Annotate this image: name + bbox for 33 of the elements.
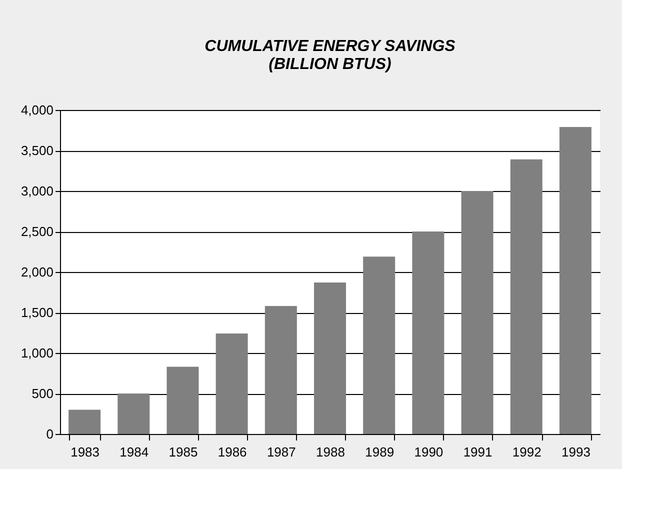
- x-tick-label: 1986: [218, 444, 247, 460]
- x-tick-label: 1988: [316, 444, 345, 460]
- bar: [68, 410, 101, 434]
- x-tick-label: 1985: [168, 444, 198, 460]
- y-tick-label: 4,000: [20, 102, 54, 118]
- x-tick-label: 1992: [512, 444, 542, 460]
- x-tick-label: 1990: [414, 444, 444, 460]
- y-tick-label: 3,500: [20, 143, 54, 158]
- x-tick-label: 1983: [70, 444, 100, 460]
- text: CUMULATIVE ENERGY SAVINGS: [204, 38, 456, 55]
- y-tick-label: 0: [46, 426, 54, 442]
- bar: [118, 394, 150, 434]
- bar: [461, 191, 494, 434]
- bar: [264, 306, 297, 434]
- x-tick-label: 1989: [365, 444, 394, 460]
- x-tick-label: 1993: [561, 444, 590, 460]
- y-tick-label: 3,000: [20, 184, 54, 198]
- x-tick-label: 1987: [266, 444, 296, 460]
- x-tick-label: 1984: [120, 444, 149, 460]
- bar: [412, 232, 444, 434]
- bar: [166, 366, 199, 434]
- bar: [363, 256, 396, 434]
- y-tick-label: 2,000: [20, 264, 54, 280]
- x-tick-label: 1991: [463, 444, 492, 460]
- y-tick-label: 1,500: [20, 305, 54, 320]
- text: (BILLION BTUS): [268, 56, 392, 73]
- y-tick-label: 1,000: [20, 346, 54, 360]
- y-tick-label: 500: [32, 386, 54, 401]
- bar: [510, 159, 542, 434]
- bar: [216, 334, 248, 434]
- y-tick-label: 2,500: [20, 224, 54, 239]
- bar: [559, 127, 592, 434]
- bar: [314, 282, 346, 434]
